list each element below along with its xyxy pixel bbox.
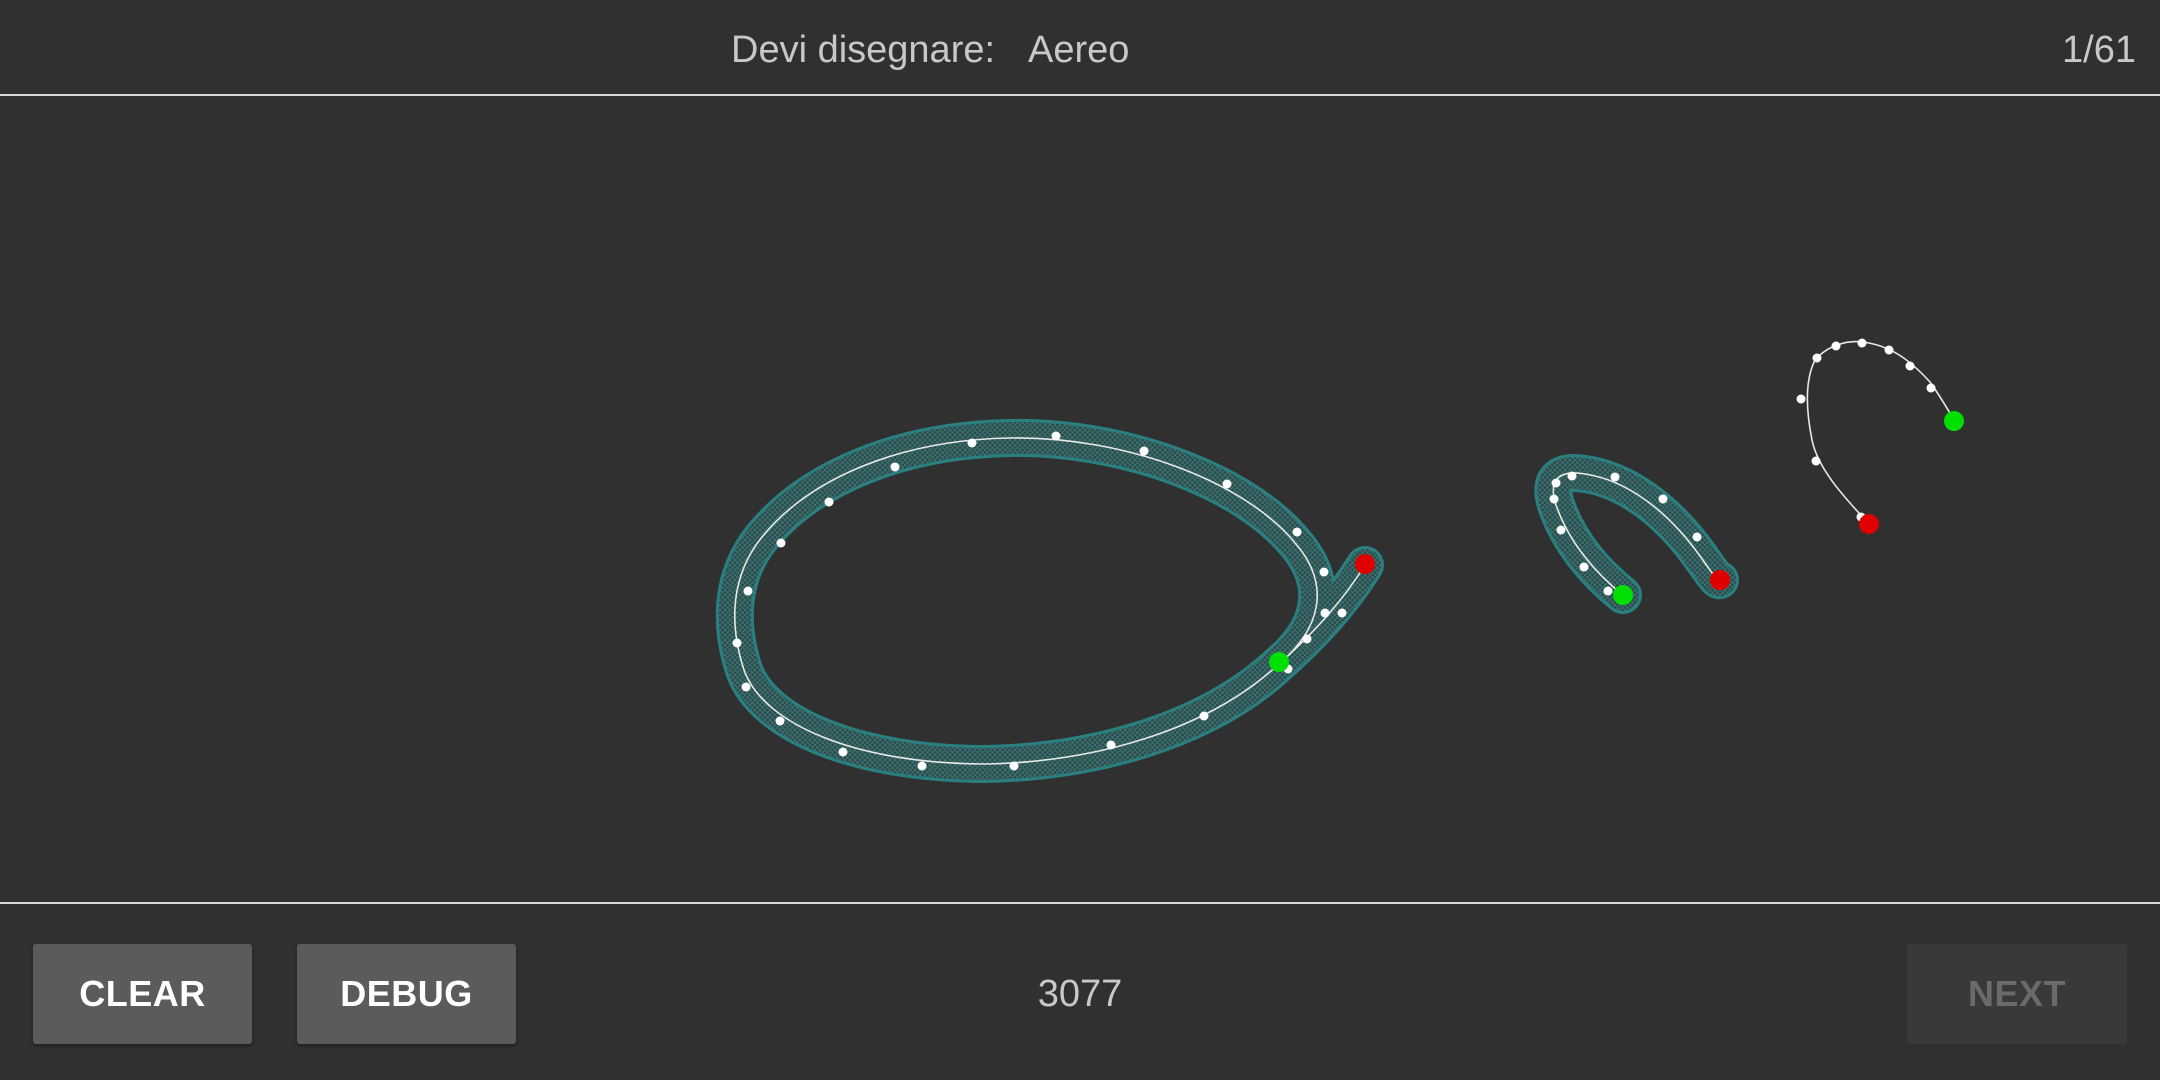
stroke-point [1692, 532, 1702, 542]
stroke-point [775, 716, 785, 726]
stroke-point [890, 462, 900, 472]
stroke-point [732, 638, 742, 648]
stroke-point [838, 747, 848, 757]
stroke-3-line [1806, 340, 1955, 525]
stroke-point [1905, 361, 1915, 371]
stroke-point [1320, 608, 1330, 618]
stroke-point [1009, 761, 1019, 771]
stroke-point [1051, 431, 1061, 441]
stroke-point [1658, 494, 1668, 504]
stroke-point [1222, 479, 1232, 489]
stroke-point [1831, 341, 1841, 351]
debug-button[interactable]: DEBUG [297, 944, 516, 1044]
score-value: 3077 [1037, 973, 1123, 1015]
stroke-point [1337, 608, 1347, 618]
stroke-point [1857, 338, 1867, 348]
stroke-point [1579, 562, 1589, 572]
stroke-point [1199, 711, 1209, 721]
stroke-3-start-point [1944, 411, 1964, 431]
stroke-point [776, 538, 786, 548]
stroke-point [1567, 471, 1577, 481]
stroke-point [967, 438, 977, 448]
stroke-1 [715, 418, 1384, 783]
header-bar: Devi disegnare: Aereo 1/61 [0, 0, 2160, 96]
stroke-point [1811, 456, 1821, 466]
stroke-point [1292, 527, 1302, 537]
stroke-point [1139, 446, 1149, 456]
prompt-label: Devi disegnare: [731, 29, 996, 71]
stroke-point [917, 761, 927, 771]
stroke-2-line [1552, 472, 1721, 596]
progress-counter: 1/61 [2062, 29, 2136, 71]
stroke-point [1549, 494, 1559, 504]
stroke-point [1884, 345, 1894, 355]
stroke-3-end-point [1859, 514, 1879, 534]
footer-bar: CLEAR DEBUG 3077 NEXT [0, 902, 2160, 1080]
stroke-point [1551, 478, 1561, 488]
stroke-2 [1534, 454, 1739, 614]
stroke-2-end-point [1710, 570, 1730, 590]
prompt-word: Aereo [1028, 29, 1130, 71]
stroke-point [1106, 740, 1116, 750]
stroke-point [741, 682, 751, 692]
stroke-1-end-point [1355, 554, 1375, 574]
stroke-point [1812, 353, 1822, 363]
stroke-point [743, 586, 753, 596]
stroke-2-start-point [1613, 585, 1633, 605]
stroke-1-start-point [1269, 652, 1289, 672]
stroke-point [1610, 472, 1620, 482]
stroke-point [1556, 525, 1566, 535]
drawing-canvas[interactable] [0, 97, 2160, 903]
stroke-point [1796, 394, 1806, 404]
stroke-point [824, 497, 834, 507]
stroke-point [1319, 567, 1329, 577]
drawing-surface[interactable] [0, 97, 2160, 903]
clear-button[interactable]: CLEAR [33, 944, 252, 1044]
next-button[interactable]: NEXT [1907, 944, 2127, 1044]
stroke-point [1926, 383, 1936, 393]
stroke-point [1302, 634, 1312, 644]
stroke-3 [1796, 338, 1964, 534]
stroke-point [1603, 586, 1613, 596]
